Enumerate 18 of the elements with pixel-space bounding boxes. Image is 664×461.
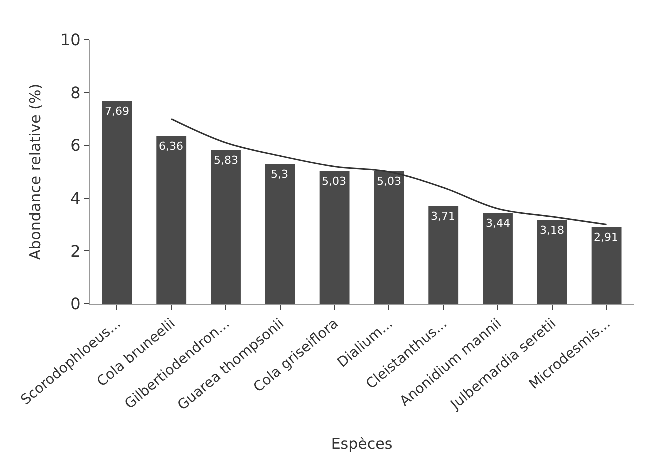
- y-tick-label: 2: [70, 242, 81, 261]
- data-label: 3,18: [540, 224, 564, 237]
- data-label: 6,36: [159, 140, 184, 153]
- data-label: 3,44: [486, 217, 510, 230]
- data-label: 2,91: [594, 231, 618, 244]
- data-label: 5,83: [214, 154, 238, 167]
- data-label: 5,3: [271, 168, 288, 181]
- y-tick-label: 10: [60, 30, 81, 50]
- y-tick-label: 0: [70, 294, 81, 314]
- data-label: 5,03: [322, 175, 346, 188]
- data-label: 7,69: [105, 105, 130, 118]
- y-tick-label: 8: [70, 83, 81, 102]
- y-axis-title: Abondance relative (%): [26, 84, 45, 260]
- data-label: 3,71: [431, 210, 456, 223]
- data-label: 5,03: [377, 175, 402, 188]
- y-tick-label: 4: [70, 189, 81, 208]
- y-tick-label: 6: [70, 136, 81, 156]
- x-axis-title: Espèces: [331, 434, 393, 453]
